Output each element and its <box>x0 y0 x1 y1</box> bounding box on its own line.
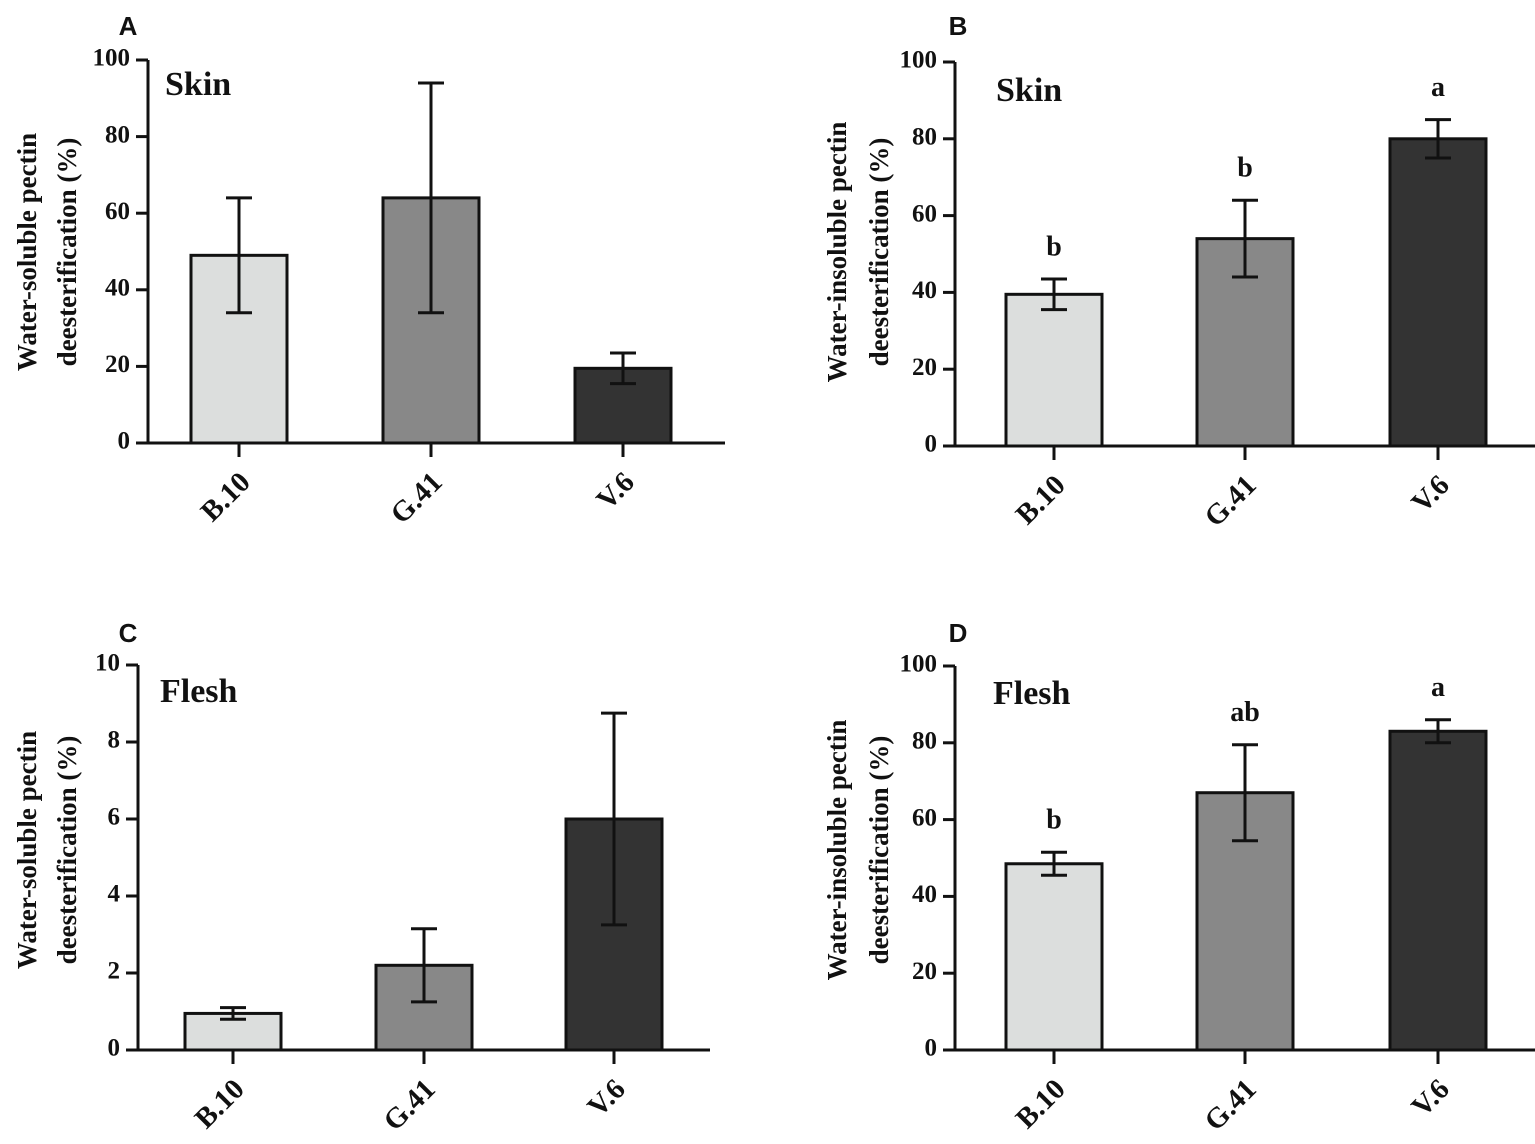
y-tick-label: 100 <box>900 47 938 74</box>
x-tick-label: G.41 <box>1198 469 1262 533</box>
y-tick-label: 20 <box>105 351 130 378</box>
y-tick-label: 40 <box>105 275 130 302</box>
y-tick-label: 40 <box>912 277 937 304</box>
panel-letter: A <box>119 11 138 41</box>
significance-letter: a <box>1431 72 1445 103</box>
significance-letter: ab <box>1230 697 1260 728</box>
x-tick-label: B.10 <box>195 466 257 528</box>
y-axis-label: Water-soluble pectin <box>12 133 42 371</box>
panel-letter: B <box>949 11 968 41</box>
x-tick-label: V.6 <box>1405 469 1455 519</box>
significance-letter: a <box>1431 672 1445 703</box>
y-tick-label: 20 <box>912 354 937 381</box>
y-axis-label: Water-insoluble pectin <box>822 720 852 981</box>
y-axis-label: deesterification (%) <box>864 736 894 965</box>
y-tick-label: 0 <box>925 1035 938 1062</box>
bar-v6 <box>1388 729 1488 1052</box>
tissue-label: Flesh <box>993 675 1071 712</box>
y-tick-label: 60 <box>105 198 130 225</box>
y-tick-label: 80 <box>912 124 937 151</box>
y-tick-label: 2 <box>108 958 121 985</box>
y-tick-label: 60 <box>912 200 937 227</box>
y-tick-label: 80 <box>105 121 130 148</box>
bar-v6 <box>1388 137 1488 448</box>
y-axis-label: Water-soluble pectin <box>12 731 42 969</box>
y-axis-label: deesterification (%) <box>52 138 82 367</box>
y-tick-label: 100 <box>93 45 131 72</box>
y-tick-label: 100 <box>900 651 938 678</box>
panel-a: A Water-soluble pectin deesterification (%… <box>12 11 725 530</box>
x-tick-label: G.41 <box>1198 1073 1262 1137</box>
y-tick-label: 6 <box>108 804 121 831</box>
y-tick-label: 8 <box>108 727 121 754</box>
y-axis-label: deesterification (%) <box>864 138 894 367</box>
y-tick-label: 40 <box>912 881 937 908</box>
significance-letter: b <box>1046 231 1062 262</box>
y-tick-label: 0 <box>118 428 131 455</box>
y-axis-label: Water-insoluble pectin <box>822 122 852 383</box>
bar-b10 <box>1004 292 1104 448</box>
bar-b10 <box>1004 862 1104 1052</box>
x-tick-label: V.6 <box>1405 1073 1455 1123</box>
tissue-label: Flesh <box>160 673 238 710</box>
y-tick-label: 4 <box>108 881 121 908</box>
panel-b: B Water-insoluble pectin deesterification … <box>822 11 1535 533</box>
x-tick-label: G.41 <box>384 466 448 530</box>
x-tick-label: V.6 <box>590 466 640 516</box>
y-tick-label: 20 <box>912 958 937 985</box>
tissue-label: Skin <box>996 72 1062 109</box>
x-tick-label: B.10 <box>1010 469 1072 531</box>
y-axis-label: deesterification (%) <box>52 736 82 965</box>
x-tick-label: B.10 <box>189 1073 251 1135</box>
significance-letter: b <box>1237 153 1253 184</box>
panel-d: D Water-insoluble pectin deesterification … <box>822 618 1535 1137</box>
x-tick-label: B.10 <box>1010 1073 1072 1135</box>
significance-letter: b <box>1046 805 1062 836</box>
x-tick-label: G.41 <box>377 1073 441 1137</box>
y-tick-label: 80 <box>912 728 937 755</box>
panel-letter: D <box>949 618 968 648</box>
y-tick-label: 0 <box>108 1035 121 1062</box>
x-tick-label: V.6 <box>581 1073 631 1123</box>
tissue-label: Skin <box>165 66 231 103</box>
panel-letter: C <box>119 618 138 648</box>
y-tick-label: 10 <box>95 650 120 677</box>
y-tick-label: 60 <box>912 804 937 831</box>
panel-c: C Water-soluble pectin deesterification (%… <box>12 618 710 1137</box>
y-tick-label: 0 <box>925 431 938 458</box>
